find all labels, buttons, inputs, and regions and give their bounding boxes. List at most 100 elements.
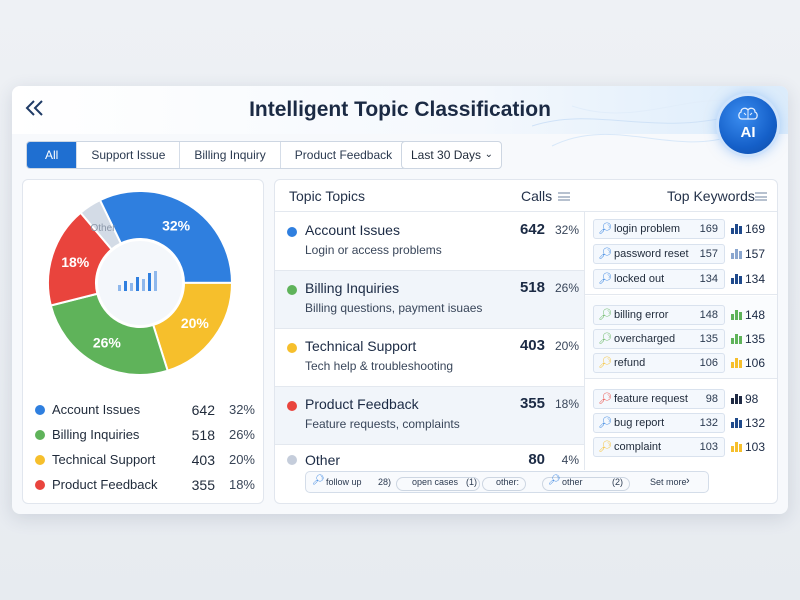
chip-other[interactable]: other: — [496, 477, 520, 487]
tab-all[interactable]: All — [27, 142, 78, 168]
keyword-chip[interactable]: 🔎︎ billing error 148 — [593, 305, 725, 325]
keyword-bar-stat: 106 — [731, 353, 773, 373]
legend-dot — [35, 429, 45, 440]
keyword-count: 148 — [699, 309, 718, 321]
legend-count: 518 — [191, 426, 215, 443]
keyword-chip[interactable]: 🔎︎ password reset 157 — [593, 244, 725, 264]
keyword-bar-value: 157 — [745, 247, 766, 261]
table-row-product-feedback[interactable]: Product Feedback Feature requests, compl… — [275, 387, 584, 445]
search-icon: 🔎︎ — [548, 475, 561, 486]
chip-open-cases[interactable]: open cases — [412, 477, 459, 487]
table-row-other[interactable]: Other 80 4% — [275, 445, 584, 475]
keyword-bar-stat: 132 — [731, 413, 773, 433]
keyword-label: password reset — [614, 248, 689, 260]
column-header-calls[interactable]: Calls — [521, 188, 553, 204]
see-more-link[interactable]: Set more — [650, 477, 687, 487]
topics-table-card: Topic Topics Calls Top Keywords Account … — [274, 179, 778, 504]
keyword-count: 134 — [699, 273, 718, 285]
chip-other-search[interactable]: other — [562, 477, 583, 487]
tab-billing-inquiry[interactable]: Billing Inquiry — [180, 142, 281, 168]
distribution-card: 32% 20% 26% 18% Other Account Issues 642 32%… — [22, 179, 264, 504]
brain-icon — [719, 107, 777, 124]
keyword-count: 169 — [699, 223, 718, 235]
pie-slice-account-issues[interactable] — [98, 190, 234, 284]
keyword-label: complaint — [614, 441, 662, 453]
chip-open-cases-border[interactable] — [396, 477, 480, 491]
search-icon: 🔎︎ — [598, 393, 612, 405]
topic-description: Billing questions, payment isuaes — [305, 301, 483, 315]
page-title: Intelligent Topic Classification — [249, 98, 551, 121]
chip-other-border[interactable] — [482, 477, 526, 491]
keyword-count: 103 — [699, 441, 718, 453]
bar-chart-icon — [731, 274, 742, 284]
keyword-chip[interactable]: 🔎︎ complaint 103 — [593, 437, 725, 457]
column-menu-icon[interactable] — [755, 192, 767, 201]
topic-calls: 355 — [519, 395, 545, 412]
keyword-label: billing error — [614, 309, 669, 321]
keyword-group-billing: 🔎︎ billing error 148 148 🔎︎ overcharged … — [585, 296, 777, 379]
table-row-account-issues[interactable]: Account Issues Login or access problems … — [275, 213, 584, 271]
legend-name: Technical Support — [52, 452, 156, 467]
ai-badge[interactable]: AI — [719, 96, 777, 154]
keyword-label: login problem — [614, 223, 681, 235]
topic-description: Tech help & troubleshooting — [305, 359, 454, 373]
topic-dot — [287, 285, 297, 295]
keyword-chip[interactable]: 🔎︎ login problem 169 — [593, 219, 725, 239]
legend-item-billing-inquiries: Billing Inquiries 518 26% — [35, 422, 255, 447]
table-header: Topic Topics Calls Top Keywords — [275, 180, 777, 212]
bar-chart-icon — [731, 394, 742, 404]
legend-name: Product Feedback — [52, 477, 158, 492]
topic-name: Other — [305, 452, 341, 468]
search-icon: 🔎︎ — [598, 273, 612, 285]
bar-chart-icon — [731, 310, 742, 320]
pie-slice-other[interactable] — [79, 198, 123, 251]
bar-chart-icon — [731, 224, 742, 234]
keyword-bar-value: 135 — [745, 332, 766, 346]
slice-label-product-feedback: 18% — [61, 254, 90, 270]
keyword-bar-value: 132 — [745, 416, 766, 430]
tab-product-feedback[interactable]: Product Feedback — [294, 148, 393, 162]
legend-count: 642 — [191, 401, 215, 418]
topic-name: Account Issues — [305, 222, 400, 238]
search-icon: 🔎︎ — [598, 333, 612, 345]
chip-other-search-border[interactable] — [542, 477, 630, 491]
legend-pct: 32% — [228, 402, 255, 417]
topic-name: Billing Inquiries — [305, 280, 400, 296]
legend-dot — [35, 404, 45, 415]
chevron-right-icon[interactable]: › — [686, 475, 690, 487]
keyword-chip[interactable]: 🔎︎ feature request 98 — [593, 389, 725, 409]
keyword-group-product: 🔎︎ feature request 98 98 🔎︎ bug report 1… — [585, 380, 777, 462]
legend-item-product-feedback: Product Feedback 355 18% — [35, 472, 255, 497]
back-button[interactable] — [24, 98, 50, 120]
chevron-down-icon: ⌄ — [484, 149, 493, 160]
column-menu-icon[interactable] — [558, 192, 570, 201]
keyword-chip[interactable]: 🔎︎ locked out 134 — [593, 269, 725, 289]
topic-pct: 4% — [561, 453, 579, 467]
legend-count: 403 — [191, 451, 215, 468]
header: Intelligent Topic Classification — [12, 86, 788, 147]
chart-legend: Account Issues 642 32% Billing Inquiries… — [35, 397, 255, 497]
topic-calls: 403 — [519, 337, 545, 354]
table-row-technical-support[interactable]: Technical Support Tech help & troublesho… — [275, 329, 584, 387]
keyword-bar-stat: 157 — [731, 244, 773, 264]
keyword-label: overcharged — [614, 333, 676, 345]
legend-dot — [35, 479, 45, 490]
keyword-chip[interactable]: 🔎︎ overcharged 135 — [593, 329, 725, 349]
date-range-select[interactable]: Last 30 Days ⌄ — [401, 141, 502, 169]
keyword-bar-stat: 135 — [731, 329, 773, 349]
donut-center — [98, 241, 182, 325]
pie-slice-billing-inquiries[interactable] — [49, 292, 169, 376]
keyword-chip[interactable]: 🔎︎ bug report 132 — [593, 413, 725, 433]
slice-label-account-issues: 32% — [162, 217, 191, 233]
chip-follow-up-count: 28) — [378, 477, 392, 487]
tab-support-issue[interactable]: Support Issue — [77, 142, 181, 168]
column-header-keywords[interactable]: Top Keywords — [667, 188, 755, 204]
topic-calls: 642 — [519, 221, 545, 238]
legend-name: Billing Inquiries — [52, 427, 140, 442]
search-icon: 🔎︎ — [312, 475, 325, 486]
keyword-chip[interactable]: 🔎︎ refund 106 — [593, 353, 725, 373]
topic-description: Login or access problems — [305, 243, 442, 257]
chip-follow-up[interactable]: follow up — [326, 477, 362, 487]
table-row-billing-inquiries[interactable]: Billing Inquiries Billing questions, pay… — [275, 271, 584, 329]
topic-dot — [287, 401, 297, 411]
